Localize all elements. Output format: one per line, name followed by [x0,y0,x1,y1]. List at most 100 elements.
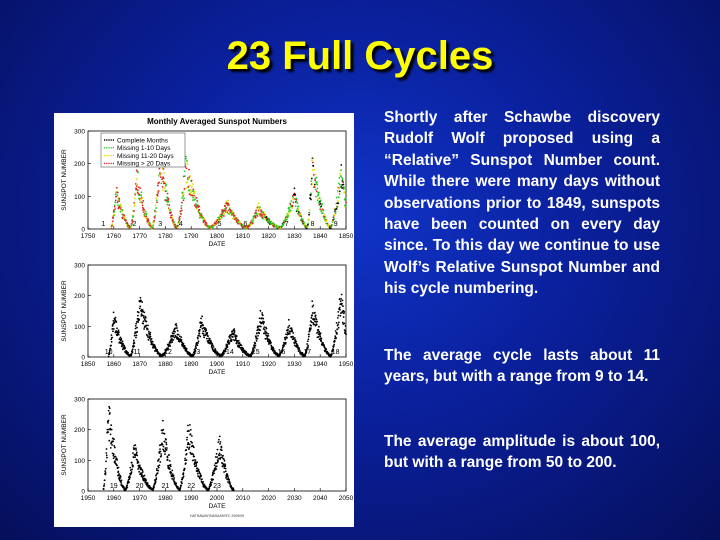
data-point [167,197,170,200]
data-point [345,333,347,336]
data-point [109,446,112,449]
data-point [337,310,340,313]
data-point [141,476,144,479]
data-point [138,318,141,321]
data-point [194,198,196,201]
data-point [155,207,158,209]
data-point [308,327,311,330]
data-point [104,467,107,470]
data-point [137,171,139,174]
cycle-label: 2 [132,221,136,228]
data-point [147,330,150,333]
data-point [135,336,137,339]
data-point [181,197,184,199]
data-point [159,461,162,463]
data-point [308,213,310,216]
data-point [170,334,173,337]
data-point [223,471,225,473]
data-point [332,216,335,219]
data-point [156,472,159,475]
data-point [141,204,144,207]
data-point [232,338,235,341]
data-point [188,430,190,432]
data-point [162,428,165,431]
data-point [305,350,308,353]
y-axis-label: SUNSPOT NUMBER [61,414,68,476]
data-point [320,337,323,340]
data-point [284,341,287,344]
data-point [157,190,160,192]
data-point [223,352,225,355]
data-point [213,472,216,475]
data-point [156,194,159,197]
data-point [198,332,201,335]
data-point [180,204,183,207]
data-point [338,177,341,179]
data-point [210,340,212,342]
data-point [235,335,238,337]
data-point [136,314,139,317]
data-point [154,480,157,483]
data-point [195,203,198,206]
data-point [221,214,224,216]
data-point [342,181,345,184]
data-point [341,321,344,324]
data-point [112,454,115,457]
data-point [160,455,163,457]
data-point [113,446,116,449]
data-point [190,440,192,443]
data-point [338,193,341,195]
x-tick-label: 1860 [107,361,122,368]
data-point [216,448,219,451]
cycle-label: 11 [133,349,140,356]
data-point [172,338,175,341]
x-tick-label: 1970 [132,495,147,502]
data-point [114,460,116,463]
data-point [230,340,233,343]
data-point [187,177,190,180]
data-point [118,473,121,475]
data-point [315,318,318,321]
data-point [336,333,338,335]
data-point [114,201,117,204]
data-point [316,181,318,183]
data-point [291,330,294,333]
data-point [344,330,347,332]
data-point [215,468,218,470]
data-point [199,335,202,338]
data-point [342,316,345,318]
data-point [233,328,236,330]
data-point [133,209,135,212]
data-point [314,314,317,317]
data-point [318,330,321,333]
data-point [230,338,233,341]
data-point [136,178,138,180]
data-point [166,456,169,459]
data-point [226,344,229,347]
data-point [313,311,316,314]
data-point [181,482,183,485]
data-point [334,330,337,332]
data-point [120,482,123,484]
data-point [199,326,202,329]
data-point [128,478,131,481]
data-point [294,205,297,208]
data-point [285,218,288,221]
x-tick-label: 1760 [107,233,122,240]
data-point [175,324,178,327]
data-point [245,351,248,354]
data-point [341,176,343,179]
data-point [214,467,216,470]
data-point [336,206,339,208]
data-point [114,199,117,202]
data-point [185,453,188,455]
data-point [115,330,118,332]
x-tick-label: 1940 [313,361,328,368]
data-point [313,186,316,188]
data-point [179,486,182,489]
data-point [152,224,155,227]
data-point [143,208,146,211]
data-point [225,200,228,203]
data-point [180,207,183,210]
data-point [290,200,293,203]
